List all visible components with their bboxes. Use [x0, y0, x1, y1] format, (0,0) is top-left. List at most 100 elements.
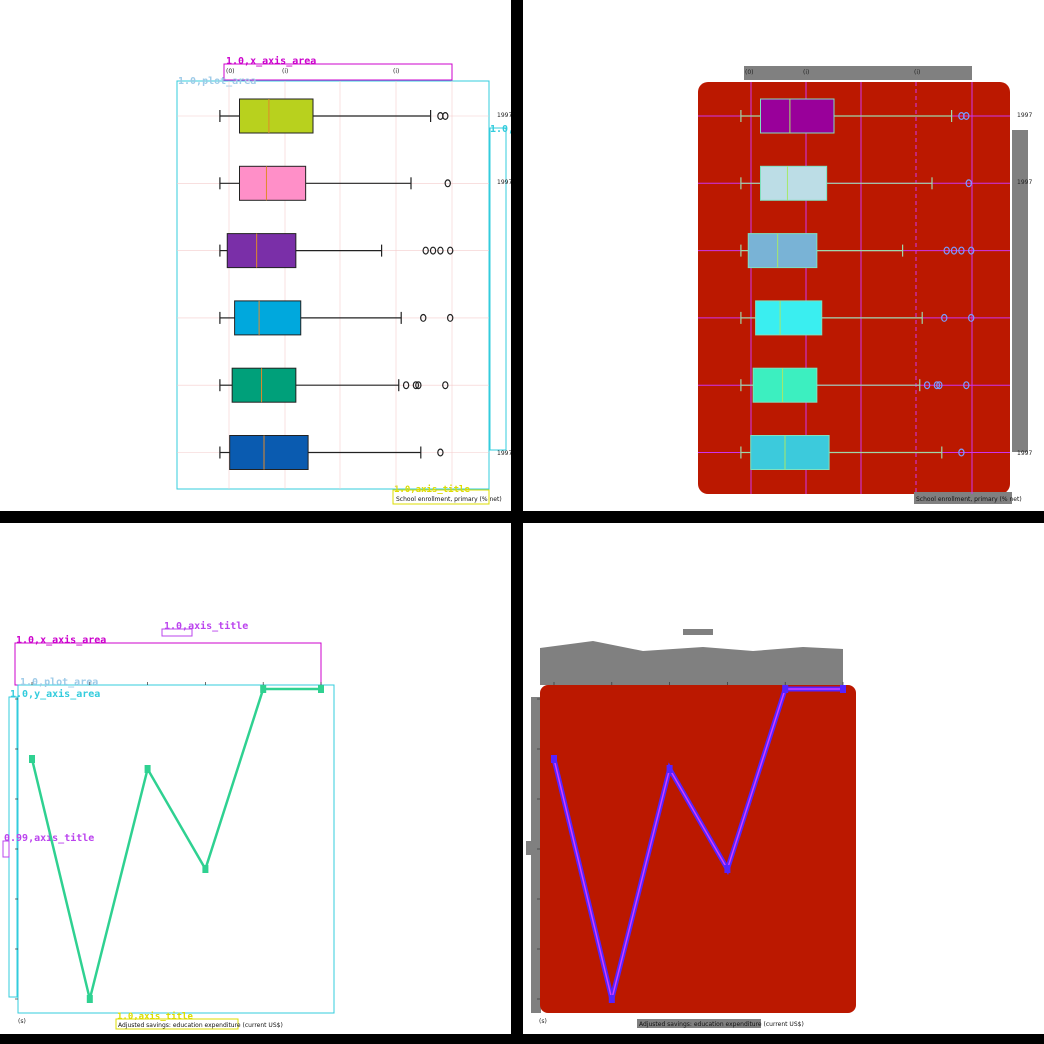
chart-title-mask — [683, 629, 713, 635]
x-axis-title-box — [115, 1018, 239, 1030]
line-point — [724, 865, 731, 873]
x-axis-mask — [744, 66, 972, 80]
box-outlier — [412, 381, 420, 390]
box-series — [177, 81, 489, 489]
plot-area-label: 1.0,plot_area — [20, 677, 98, 688]
box-outlier — [442, 381, 449, 390]
x-axis-area-label: 1.0,x_axis_area — [16, 634, 106, 646]
x-axis-area-label: 1.0,x_axis_area — [226, 55, 316, 67]
box-body — [755, 300, 823, 336]
box-outlier — [943, 246, 950, 255]
line-point — [318, 685, 324, 693]
x-tick-0: (0) — [226, 68, 235, 75]
box-body — [760, 165, 828, 201]
box-body — [226, 233, 297, 269]
box-outlier — [941, 313, 948, 322]
box-outlier — [437, 448, 444, 457]
box-body — [752, 367, 818, 403]
box-outlier — [950, 246, 958, 255]
line-chart-mask: Adjusted savings: education expenditure … — [526, 629, 856, 1028]
x-tick-mask-0: (0) — [745, 69, 754, 76]
box-outlier — [965, 179, 972, 188]
box-chart-annotated: 1.0,x_axis_area 1.0,plot_area 1.0,y_axis… — [176, 55, 511, 505]
box-body — [747, 233, 818, 269]
x-axis-title-mask: School enrollment, primary (% net) — [916, 496, 1022, 503]
plot-area-mask — [698, 82, 1010, 494]
y-axis-title-box — [2, 840, 10, 858]
box-outlier — [429, 246, 437, 255]
box-outlier — [447, 313, 454, 322]
box-series-mask — [698, 82, 1010, 494]
box-outlier — [447, 246, 454, 255]
y-axis-area-label: 1.0,y_axis_area — [10, 688, 100, 700]
x-tick-mask-1: (i) — [803, 69, 809, 76]
line-series-mask — [537, 682, 846, 1003]
box-outlier — [415, 381, 422, 390]
line-point — [840, 685, 846, 693]
y-axis-mask — [1012, 130, 1028, 452]
line-point — [782, 685, 789, 693]
box-outlier — [958, 448, 965, 457]
box-chart-mask: School enrollment, primary (% net) (0) (… — [698, 66, 1032, 504]
box-outlier — [933, 381, 941, 390]
panel-bottom-left: 1.0,x_axis_area 1.0,plot_area 1.0,y_axis… — [0, 523, 511, 1034]
y-axis-area-box — [8, 696, 18, 998]
x-tick-first: (s) — [18, 1018, 26, 1025]
y-tick-mask-first: 1997 — [1017, 112, 1032, 119]
line-point — [666, 765, 673, 773]
axis-title-box — [392, 489, 490, 505]
x-axis-area-box — [223, 63, 453, 81]
y-axis-title-label: 0.99,axis_title — [4, 832, 94, 844]
box-outlier — [968, 313, 975, 322]
box-outlier — [402, 381, 410, 390]
box-outlier — [963, 381, 970, 390]
chart-title-label: 1.0,axis_title — [164, 620, 248, 632]
box-body — [239, 98, 314, 134]
x-axis-title: Adjusted savings: education expenditure … — [118, 1022, 283, 1029]
line-point — [608, 995, 615, 1003]
y-axis-mask — [531, 697, 541, 1013]
x-axis-title-mask — [637, 1019, 761, 1028]
axis-title-label: 1.0,axis_title — [394, 484, 470, 495]
y-axis-area-box — [489, 127, 507, 451]
x-axis-title-label: 1.0,axis_title — [117, 1011, 193, 1022]
line-point — [202, 865, 209, 873]
panel-top-left: 1.0,x_axis_area 1.0,plot_area 1.0,y_axis… — [0, 0, 511, 511]
panel-bottom-right: Adjusted savings: education expenditure … — [523, 523, 1044, 1034]
panel-top-right: School enrollment, primary (% net) (0) (… — [523, 0, 1044, 511]
plot-area-mask — [540, 685, 856, 1013]
box-body — [760, 98, 835, 134]
plot-area-box — [17, 684, 335, 1014]
box-body — [750, 435, 830, 470]
box-body — [229, 435, 309, 470]
y-tick-last: 1997 — [497, 450, 511, 457]
y-tick-mask-second: 1997 — [1017, 179, 1032, 186]
line-point — [29, 755, 35, 763]
line-series-path — [553, 688, 843, 1000]
line-point — [551, 755, 557, 763]
x-axis-title-mask-text: Adjusted savings: education expenditure … — [639, 1021, 804, 1028]
chart-title-box — [161, 628, 193, 637]
box-body — [239, 165, 307, 201]
x-axis-title: School enrollment, primary (% net) — [396, 496, 502, 503]
y-axis-title-mask — [526, 841, 531, 855]
line-point — [86, 995, 93, 1003]
line-point — [144, 765, 151, 773]
box-outlier — [444, 179, 451, 188]
x-tick-2: (i) — [393, 68, 399, 75]
box-outlier — [422, 246, 429, 255]
axis-title-mask — [914, 492, 1012, 504]
box-outlier — [437, 246, 444, 255]
box-outlier — [968, 246, 975, 255]
line-point — [260, 685, 267, 693]
y-tick-second: 1997 — [497, 179, 511, 186]
box-body — [231, 367, 297, 403]
box-outlier — [442, 111, 449, 120]
x-tick-mask-first: (s) — [539, 1018, 547, 1025]
box-body — [234, 300, 302, 336]
box-outlier — [923, 381, 931, 390]
line-series — [15, 682, 324, 1003]
box-outlier — [420, 313, 427, 322]
plot-area-box — [176, 80, 490, 490]
x-tick-mask-2: (i) — [914, 69, 920, 76]
